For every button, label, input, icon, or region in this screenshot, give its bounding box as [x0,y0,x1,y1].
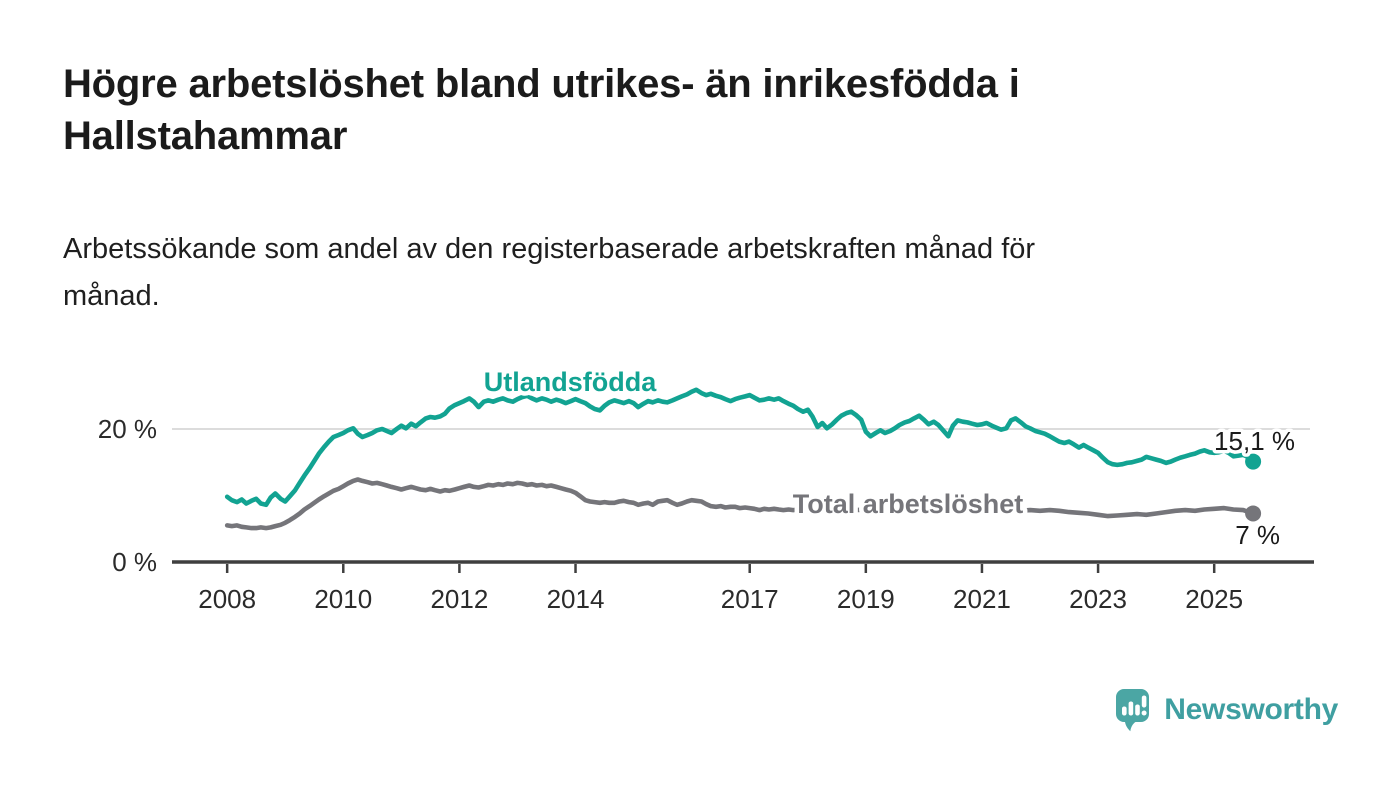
logo-bar-medium [1135,704,1141,716]
logo-bar-small [1122,706,1127,716]
chart-labels: Utlandsfödda Total arbetslöshet 15,1 % 7… [479,363,1298,554]
x-tick-label: 2008 [198,584,256,614]
newsworthy-logo: Newsworthy [1114,687,1338,732]
series-line-1 [224,477,1256,531]
end-dot-1 [1245,505,1262,522]
x-tick-label: 2012 [430,584,488,614]
newsworthy-logo-text: Newsworthy [1164,692,1338,726]
x-tick-label: 2023 [1069,584,1127,614]
x-tick-label: 2019 [837,584,895,614]
newsworthy-logo-icon [1116,689,1150,732]
logo-bar-tall [1128,701,1134,716]
x-axis: 2008 2010 2012 2014 2017 2019 2021 2023 2025 [172,560,1314,614]
page-title: Högre arbetslöshet bland utrikes- än inr… [63,62,1020,158]
x-tick-label: 2025 [1185,584,1243,614]
series-line-0 [224,387,1256,508]
series-label-utlandsfodda: Utlandsfödda [484,367,657,397]
logo-exclamation-bar [1142,695,1147,708]
y-axis-labels: 0 % 20 % [98,414,157,577]
end-dots [1245,453,1262,522]
x-tick-label: 2010 [314,584,372,614]
x-tick-label: 2017 [721,584,779,614]
x-tick-label: 2021 [953,584,1011,614]
end-value-label-total: 7 % [1235,520,1280,550]
series-label-total-arbetsloshet: Total arbetslöshet [793,489,1024,519]
series-lines [224,387,1256,531]
end-dot-0 [1245,453,1262,470]
end-value-label-utlandsfodda: 15,1 % [1214,426,1295,456]
y-tick-label: 20 % [98,414,157,444]
page-subtitle: Arbetssökande som andel av den registerb… [63,233,1036,312]
y-tick-label: 0 % [112,547,157,577]
logo-exclamation-dot [1141,710,1147,716]
x-tick-label: 2014 [547,584,605,614]
